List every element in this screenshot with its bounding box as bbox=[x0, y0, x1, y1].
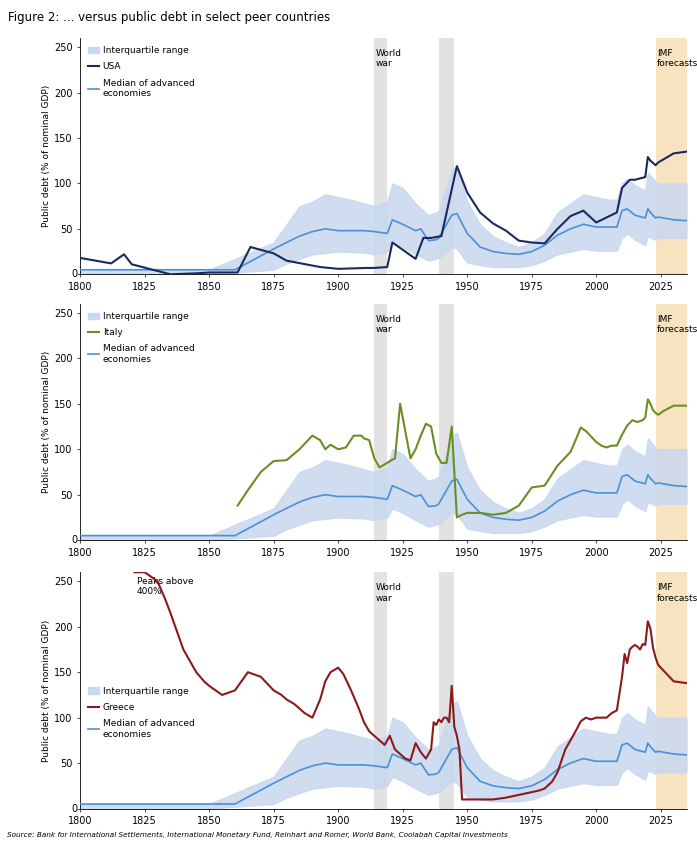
Text: IMF
forecasts: IMF forecasts bbox=[657, 583, 697, 603]
Bar bbox=[374, 304, 388, 540]
Text: IMF
forecasts: IMF forecasts bbox=[657, 315, 697, 334]
Y-axis label: Public debt (% of nominal GDP): Public debt (% of nominal GDP) bbox=[42, 351, 51, 493]
Legend: Interquartile range, Greece, Median of advanced
economies: Interquartile range, Greece, Median of a… bbox=[84, 683, 198, 742]
Y-axis label: Public debt (% of nominal GDP): Public debt (% of nominal GDP) bbox=[42, 619, 51, 761]
Bar bbox=[439, 304, 454, 540]
Text: World
war: World war bbox=[376, 583, 401, 603]
Bar bbox=[374, 572, 388, 809]
Text: 0: 0 bbox=[72, 535, 77, 545]
Bar bbox=[439, 572, 454, 809]
Bar bbox=[656, 304, 687, 540]
Text: World
war: World war bbox=[376, 315, 401, 334]
Text: Figure 2: ... versus public debt in select peer countries: Figure 2: ... versus public debt in sele… bbox=[8, 11, 330, 24]
Bar bbox=[439, 38, 454, 274]
Text: 0: 0 bbox=[72, 803, 77, 814]
Text: 0: 0 bbox=[72, 269, 77, 279]
Legend: Interquartile range, Italy, Median of advanced
economies: Interquartile range, Italy, Median of ad… bbox=[84, 308, 198, 367]
Legend: Interquartile range, USA, Median of advanced
economies: Interquartile range, USA, Median of adva… bbox=[84, 42, 198, 101]
Bar bbox=[656, 572, 687, 809]
Y-axis label: Public debt (% of nominal GDP): Public debt (% of nominal GDP) bbox=[42, 85, 51, 227]
Text: IMF
forecasts: IMF forecasts bbox=[657, 49, 697, 68]
Text: Source: Bank for International Settlements, International Monetary Fund, Reinhar: Source: Bank for International Settlemen… bbox=[7, 831, 507, 838]
Bar bbox=[656, 38, 687, 274]
Text: World
war: World war bbox=[376, 49, 401, 68]
Bar bbox=[374, 38, 388, 274]
Text: Peaks above
400%: Peaks above 400% bbox=[137, 576, 194, 596]
